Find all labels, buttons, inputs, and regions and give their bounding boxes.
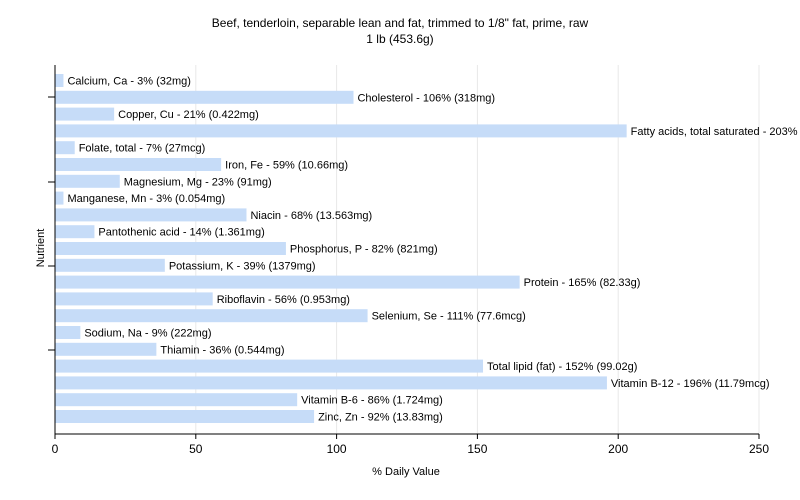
chart-title-line1: Beef, tenderloin, separable lean and fat… xyxy=(211,16,589,30)
bar xyxy=(55,158,222,171)
bar-label: Iron, Fe - 59% (10.66mg) xyxy=(225,160,348,172)
bar-label: Protein - 165% (82.33g) xyxy=(524,277,641,289)
x-tick-label: 200 xyxy=(608,442,628,456)
x-axis-label: % Daily Value xyxy=(372,466,440,478)
x-tick-label: 150 xyxy=(467,442,487,456)
bar xyxy=(55,141,75,155)
bar-label: Potassium, K - 39% (1379mg) xyxy=(169,260,316,272)
bar xyxy=(55,359,484,373)
bar-label: Phosphorus, P - 82% (821mg) xyxy=(290,244,438,256)
bar-label: Magnesium, Mg - 23% (91mg) xyxy=(124,176,272,188)
chart-title-line2: 1 lb (453.6g) xyxy=(366,32,434,46)
bar-label: Total lipid (fat) - 152% (99.02g) xyxy=(487,361,637,373)
bar xyxy=(55,376,607,390)
x-tick-label: 250 xyxy=(749,442,769,456)
bar xyxy=(55,292,213,306)
bar xyxy=(55,191,64,205)
bar xyxy=(55,342,157,356)
bar xyxy=(55,326,81,339)
bar-label: Thiamin - 36% (0.544mg) xyxy=(160,344,284,356)
bar xyxy=(55,393,298,407)
bar-label: Calcium, Ca - 3% (32mg) xyxy=(67,76,190,88)
bar xyxy=(55,309,368,323)
bar xyxy=(55,124,627,138)
bar-label: Niacin - 68% (13.563mg) xyxy=(250,210,372,222)
bar xyxy=(55,74,64,87)
bar xyxy=(55,225,95,239)
bar-label: Riboflavin - 56% (0.953mg) xyxy=(217,294,350,306)
bar-label: Folate, total - 7% (27mcg) xyxy=(79,143,206,155)
x-tick-label: 100 xyxy=(327,442,347,456)
bar-label: Manganese, Mn - 3% (0.054mg) xyxy=(67,193,225,205)
x-tick-label: 0 xyxy=(52,442,59,456)
bar-label: Zinc, Zn - 92% (13.83mg) xyxy=(318,412,443,424)
bar-label: Vitamin B-6 - 86% (1.724mg) xyxy=(301,395,443,407)
bar-label: Copper, Cu - 21% (0.422mg) xyxy=(118,109,259,121)
bar xyxy=(55,90,354,104)
bar xyxy=(55,258,165,272)
bar xyxy=(55,242,286,255)
bar-label: Vitamin B-12 - 196% (11.79mcg) xyxy=(611,378,770,390)
chart-title: Beef, tenderloin, separable lean and fat… xyxy=(0,15,800,47)
bar xyxy=(55,410,315,423)
x-tick-label: 50 xyxy=(189,442,203,456)
bar xyxy=(55,275,520,289)
bar xyxy=(55,174,120,188)
bar-label: Pantothenic acid - 14% (1.361mg) xyxy=(98,227,264,239)
bar-label: Selenium, Se - 111% (77.6mcg) xyxy=(372,311,526,323)
bar xyxy=(55,208,247,222)
bar-label: Cholesterol - 106% (318mg) xyxy=(357,92,495,104)
bar-label: Fatty acids, total saturated - 203% (40.… xyxy=(631,126,800,138)
bar xyxy=(55,107,115,121)
bar-label: Sodium, Na - 9% (222mg) xyxy=(84,328,211,340)
